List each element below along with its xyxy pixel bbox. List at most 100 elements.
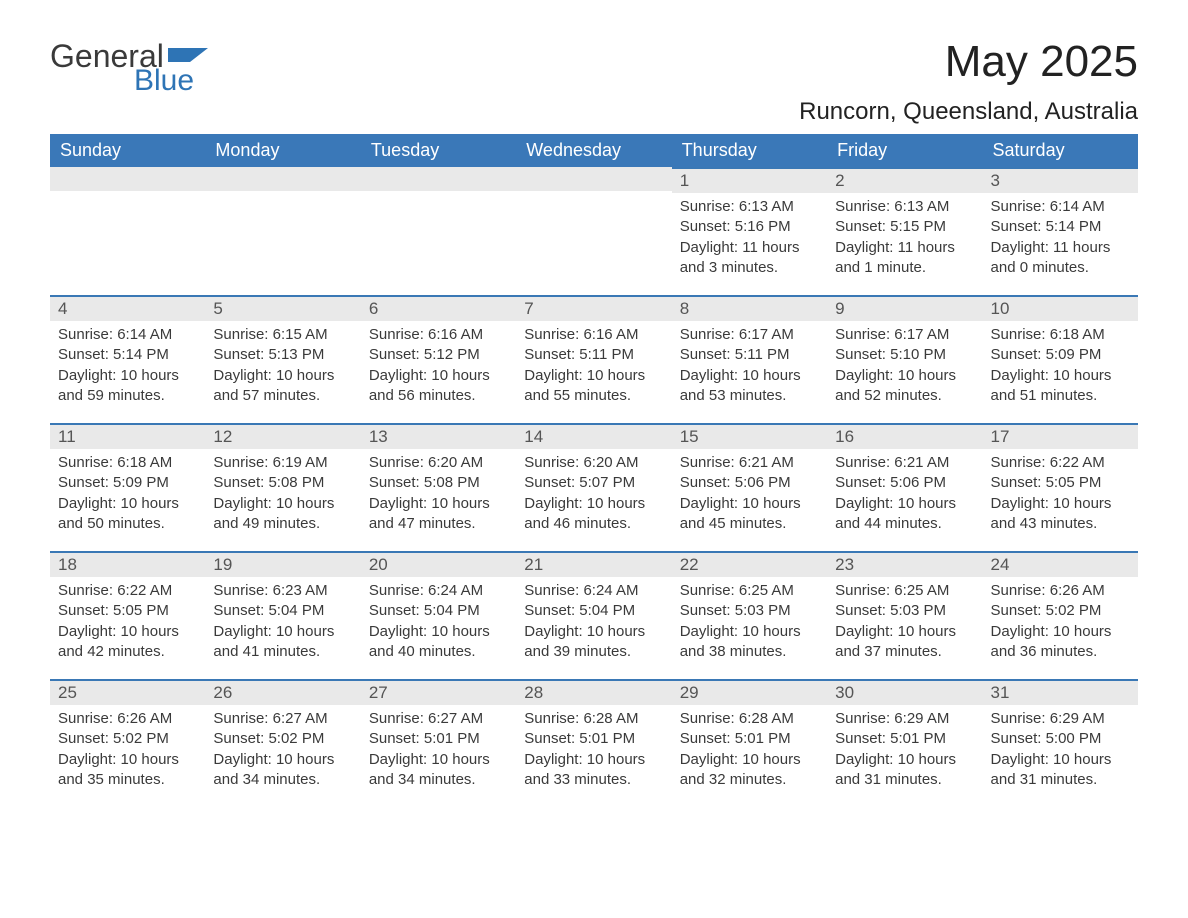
calendar-cell: 12Sunrise: 6:19 AMSunset: 5:08 PMDayligh… <box>205 423 360 551</box>
day-number: 18 <box>50 551 205 577</box>
calendar-cell: 18Sunrise: 6:22 AMSunset: 5:05 PMDayligh… <box>50 551 205 679</box>
calendar-cell: 7Sunrise: 6:16 AMSunset: 5:11 PMDaylight… <box>516 295 671 423</box>
sunset-line: Sunset: 5:06 PM <box>680 473 819 493</box>
calendar-cell: 5Sunrise: 6:15 AMSunset: 5:13 PMDaylight… <box>205 295 360 423</box>
day-number: 17 <box>983 423 1138 449</box>
sunrise-line: Sunrise: 6:22 AM <box>991 453 1130 473</box>
sunrise-line: Sunrise: 6:28 AM <box>524 709 663 729</box>
day-number: 20 <box>361 551 516 577</box>
sunset-line: Sunset: 5:12 PM <box>369 345 508 365</box>
calendar-cell <box>205 167 360 295</box>
sunset-line: Sunset: 5:01 PM <box>835 729 974 749</box>
daylight-line: Daylight: 10 hours and 31 minutes. <box>835 750 974 791</box>
calendar-cell: 22Sunrise: 6:25 AMSunset: 5:03 PMDayligh… <box>672 551 827 679</box>
sunrise-line: Sunrise: 6:24 AM <box>369 581 508 601</box>
weekday-header: Saturday <box>983 134 1138 167</box>
daylight-line: Daylight: 10 hours and 53 minutes. <box>680 366 819 407</box>
day-content: Sunrise: 6:19 AMSunset: 5:08 PMDaylight:… <box>205 449 360 540</box>
calendar-cell: 31Sunrise: 6:29 AMSunset: 5:00 PMDayligh… <box>983 679 1138 807</box>
day-content: Sunrise: 6:22 AMSunset: 5:05 PMDaylight:… <box>983 449 1138 540</box>
sunset-line: Sunset: 5:03 PM <box>835 601 974 621</box>
day-content: Sunrise: 6:28 AMSunset: 5:01 PMDaylight:… <box>672 705 827 796</box>
day-content: Sunrise: 6:25 AMSunset: 5:03 PMDaylight:… <box>672 577 827 668</box>
day-number: 22 <box>672 551 827 577</box>
daylight-line: Daylight: 10 hours and 45 minutes. <box>680 494 819 535</box>
sunset-line: Sunset: 5:01 PM <box>524 729 663 749</box>
sunset-line: Sunset: 5:10 PM <box>835 345 974 365</box>
weekday-header: Sunday <box>50 134 205 167</box>
calendar-cell: 16Sunrise: 6:21 AMSunset: 5:06 PMDayligh… <box>827 423 982 551</box>
sunset-line: Sunset: 5:00 PM <box>991 729 1130 749</box>
sunset-line: Sunset: 5:05 PM <box>58 601 197 621</box>
sunrise-line: Sunrise: 6:13 AM <box>680 197 819 217</box>
day-content: Sunrise: 6:24 AMSunset: 5:04 PMDaylight:… <box>516 577 671 668</box>
sunset-line: Sunset: 5:01 PM <box>369 729 508 749</box>
calendar-cell: 23Sunrise: 6:25 AMSunset: 5:03 PMDayligh… <box>827 551 982 679</box>
sunrise-line: Sunrise: 6:29 AM <box>835 709 974 729</box>
day-number: 9 <box>827 295 982 321</box>
sunset-line: Sunset: 5:08 PM <box>213 473 352 493</box>
sunrise-line: Sunrise: 6:16 AM <box>369 325 508 345</box>
sunrise-line: Sunrise: 6:19 AM <box>213 453 352 473</box>
sunrise-line: Sunrise: 6:29 AM <box>991 709 1130 729</box>
calendar-cell: 4Sunrise: 6:14 AMSunset: 5:14 PMDaylight… <box>50 295 205 423</box>
daylight-line: Daylight: 10 hours and 35 minutes. <box>58 750 197 791</box>
calendar-cell: 21Sunrise: 6:24 AMSunset: 5:04 PMDayligh… <box>516 551 671 679</box>
sunset-line: Sunset: 5:05 PM <box>991 473 1130 493</box>
daylight-line: Daylight: 10 hours and 42 minutes. <box>58 622 197 663</box>
sunset-line: Sunset: 5:02 PM <box>58 729 197 749</box>
calendar-cell: 28Sunrise: 6:28 AMSunset: 5:01 PMDayligh… <box>516 679 671 807</box>
daylight-line: Daylight: 10 hours and 52 minutes. <box>835 366 974 407</box>
day-number: 25 <box>50 679 205 705</box>
weekday-header: Friday <box>827 134 982 167</box>
sunrise-line: Sunrise: 6:18 AM <box>58 453 197 473</box>
sunrise-line: Sunrise: 6:14 AM <box>58 325 197 345</box>
sunrise-line: Sunrise: 6:27 AM <box>213 709 352 729</box>
month-title: May 2025 <box>799 40 1138 84</box>
weekday-header: Wednesday <box>516 134 671 167</box>
day-content: Sunrise: 6:16 AMSunset: 5:11 PMDaylight:… <box>516 321 671 412</box>
day-number: 24 <box>983 551 1138 577</box>
day-number: 21 <box>516 551 671 577</box>
sunset-line: Sunset: 5:06 PM <box>835 473 974 493</box>
calendar-cell: 3Sunrise: 6:14 AMSunset: 5:14 PMDaylight… <box>983 167 1138 295</box>
sunset-line: Sunset: 5:07 PM <box>524 473 663 493</box>
day-content: Sunrise: 6:16 AMSunset: 5:12 PMDaylight:… <box>361 321 516 412</box>
daylight-line: Daylight: 10 hours and 36 minutes. <box>991 622 1130 663</box>
daylight-line: Daylight: 10 hours and 56 minutes. <box>369 366 508 407</box>
daylight-line: Daylight: 10 hours and 34 minutes. <box>213 750 352 791</box>
day-content: Sunrise: 6:18 AMSunset: 5:09 PMDaylight:… <box>50 449 205 540</box>
sunrise-line: Sunrise: 6:25 AM <box>680 581 819 601</box>
day-number: 4 <box>50 295 205 321</box>
calendar-cell: 9Sunrise: 6:17 AMSunset: 5:10 PMDaylight… <box>827 295 982 423</box>
title-block: May 2025 Runcorn, Queensland, Australia <box>799 40 1138 126</box>
sunrise-line: Sunrise: 6:27 AM <box>369 709 508 729</box>
sunset-line: Sunset: 5:14 PM <box>58 345 197 365</box>
day-content: Sunrise: 6:29 AMSunset: 5:01 PMDaylight:… <box>827 705 982 796</box>
weekday-header: Thursday <box>672 134 827 167</box>
sunset-line: Sunset: 5:02 PM <box>991 601 1130 621</box>
daylight-line: Daylight: 10 hours and 46 minutes. <box>524 494 663 535</box>
day-content: Sunrise: 6:22 AMSunset: 5:05 PMDaylight:… <box>50 577 205 668</box>
calendar-cell: 30Sunrise: 6:29 AMSunset: 5:01 PMDayligh… <box>827 679 982 807</box>
calendar-cell: 15Sunrise: 6:21 AMSunset: 5:06 PMDayligh… <box>672 423 827 551</box>
empty-day-bar <box>205 167 360 191</box>
sunset-line: Sunset: 5:13 PM <box>213 345 352 365</box>
weekday-header: Monday <box>205 134 360 167</box>
day-content: Sunrise: 6:21 AMSunset: 5:06 PMDaylight:… <box>672 449 827 540</box>
logo: General Blue <box>50 40 208 96</box>
calendar-cell: 24 Sunrise: 6:26 AMSunset: 5:02 PMDayligh… <box>983 551 1138 679</box>
header: General Blue May 2025 Runcorn, Queenslan… <box>50 40 1138 126</box>
daylight-line: Daylight: 10 hours and 57 minutes. <box>213 366 352 407</box>
day-content: Sunrise: 6:28 AMSunset: 5:01 PMDaylight:… <box>516 705 671 796</box>
day-number: 28 <box>516 679 671 705</box>
daylight-line: Daylight: 11 hours and 0 minutes. <box>991 238 1130 279</box>
sunrise-line: Sunrise: 6:26 AM <box>991 581 1130 601</box>
day-number: 2 <box>827 167 982 193</box>
day-content: Sunrise: 6:27 AMSunset: 5:02 PMDaylight:… <box>205 705 360 796</box>
day-number: 23 <box>827 551 982 577</box>
calendar-cell: 25Sunrise: 6:26 AMSunset: 5:02 PMDayligh… <box>50 679 205 807</box>
sunset-line: Sunset: 5:16 PM <box>680 217 819 237</box>
daylight-line: Daylight: 10 hours and 39 minutes. <box>524 622 663 663</box>
calendar-cell <box>361 167 516 295</box>
